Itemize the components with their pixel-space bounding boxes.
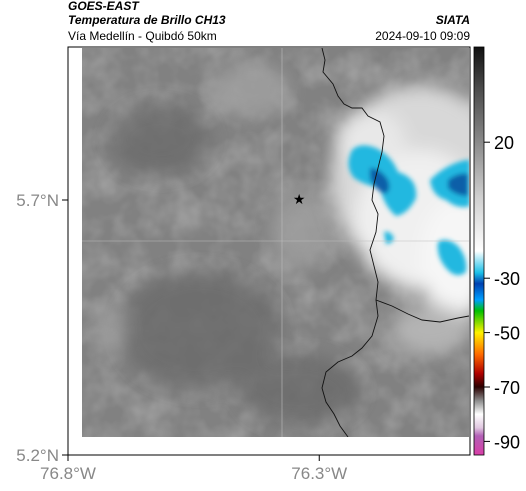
satellite-source-label: GOES-EAST	[68, 0, 139, 13]
department-boundaries	[321, 48, 469, 437]
colorbar-tick-label-3: -70	[494, 378, 520, 398]
colorbar-tick-label-0: 20	[494, 133, 514, 153]
grid-lines	[82, 48, 469, 437]
plot-border	[67, 46, 471, 456]
brand-label: SIATA	[435, 13, 470, 27]
colorbar-tick-label-4: -90	[494, 432, 520, 452]
x-tick-label-0: 76.8°W	[40, 464, 96, 483]
brightness-temperature-field: ★	[82, 48, 469, 437]
x-tick-label-1: 76.3°W	[291, 464, 347, 483]
colorbar: 20 -30 -50 -70 -90	[473, 46, 520, 456]
map-axes: 76.8°W 76.3°W 5.7°N 5.2°N	[16, 191, 347, 483]
y-tick-label-1: 5.2°N	[16, 446, 59, 465]
colorbar-tick-label-1: -30	[494, 269, 520, 289]
colorbar-gradient	[473, 46, 485, 456]
region-subtitle: Vía Medellín - Quibdó 50km	[68, 29, 217, 43]
colorbar-tick-label-2: -50	[494, 324, 520, 344]
deep-convection-cells	[348, 145, 469, 276]
y-tick-label-0: 5.7°N	[16, 191, 59, 210]
product-title: Temperatura de Brillo CH13	[68, 13, 226, 27]
station-star-marker: ★	[293, 191, 306, 207]
timestamp-label: 2024-09-10 09:09	[375, 29, 470, 43]
